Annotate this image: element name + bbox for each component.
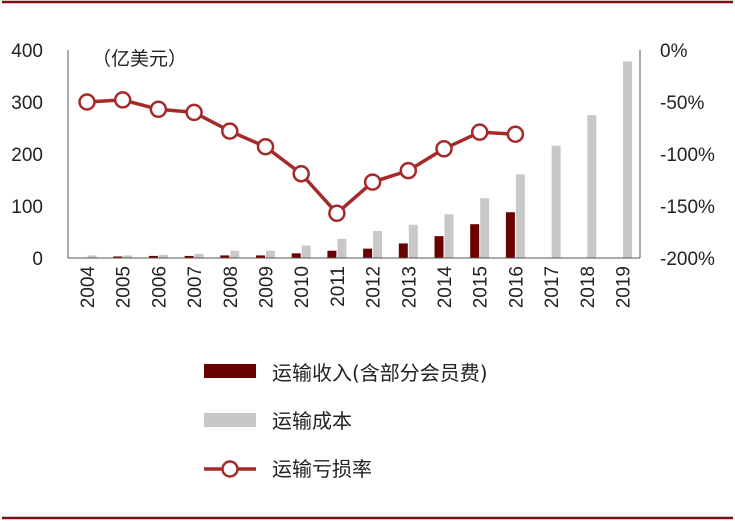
left-tick-label: 300 xyxy=(11,93,43,114)
cost-bar-2005 xyxy=(123,255,133,258)
legend-swatch-cost xyxy=(204,413,256,427)
revenue-bar-2015 xyxy=(470,224,480,258)
loss-rate-point-2012 xyxy=(363,173,382,191)
x-tick-label-2012: 2012 xyxy=(364,266,385,308)
cost-bar-2004 xyxy=(87,255,97,258)
cost-bar-2017 xyxy=(551,145,561,258)
cost-bar-2015 xyxy=(480,198,490,258)
revenue-bar-2005 xyxy=(113,256,123,258)
x-axis-ticks: 2004 2005 2006 2007 2008 2009 2010 2011 2012 2013… xyxy=(78,266,635,309)
x-tick-label-2010: 2010 xyxy=(292,266,313,308)
x-tick-label-2019: 2019 xyxy=(614,266,635,308)
loss-rate-point-2011 xyxy=(328,204,346,223)
cost-bar-2009 xyxy=(266,250,275,258)
cost-bar-2008 xyxy=(230,250,240,258)
loss-rate-line xyxy=(86,98,516,216)
revenue-bar-2009 xyxy=(256,255,265,258)
left-tick-label: 0 xyxy=(32,249,43,270)
legend-label-cost: 运输成本 xyxy=(272,409,352,433)
x-tick-label-2015: 2015 xyxy=(471,266,492,308)
revenue-bar-2011 xyxy=(327,250,337,258)
x-tick-label-2007: 2007 xyxy=(185,266,206,308)
x-tick-label-2005: 2005 xyxy=(114,266,135,308)
cost-bar-2011 xyxy=(337,238,347,258)
loss-rate-point-2006 xyxy=(149,100,168,119)
x-tick-label-2018: 2018 xyxy=(578,266,599,308)
x-tick-label-2014: 2014 xyxy=(435,266,456,309)
loss-rate-point-2004 xyxy=(78,93,96,111)
x-tick-label-2004: 2004 xyxy=(78,266,99,309)
x-tick-label-2006: 2006 xyxy=(149,266,170,308)
loss-rate-point-2007 xyxy=(185,103,203,122)
x-tick-label-2008: 2008 xyxy=(221,266,242,308)
bars-layer xyxy=(77,61,632,258)
revenue-bar-2008 xyxy=(220,255,230,258)
loss-rate-point-2014 xyxy=(435,140,453,158)
right-tick-label: -100% xyxy=(660,145,715,166)
loss-rate-point-2005 xyxy=(113,91,132,109)
loss-rate-point-2010 xyxy=(292,165,310,183)
left-tick-label: 100 xyxy=(11,197,43,218)
right-tick-label: -200% xyxy=(660,249,715,270)
revenue-bar-2016 xyxy=(505,212,515,258)
x-tick-label-2016: 2016 xyxy=(506,266,527,308)
revenue-bar-2006 xyxy=(148,255,158,258)
revenue-bar-2007 xyxy=(184,255,194,258)
x-tick-label-2013: 2013 xyxy=(399,266,420,308)
x-tick-label-2011: 2011 xyxy=(328,266,349,307)
loss-rate-point-2013 xyxy=(399,161,418,180)
cost-bar-2014 xyxy=(444,214,454,258)
right-axis-ticks: -200% -150% -100% -50% 0% xyxy=(660,41,715,270)
right-tick-label: -150% xyxy=(660,197,715,218)
revenue-bar-2014 xyxy=(434,236,444,258)
right-tick-label: 0% xyxy=(660,41,688,62)
cost-bar-2018 xyxy=(587,115,597,258)
legend-label-loss: 运输亏损率 xyxy=(272,457,372,481)
x-tick-label-2017: 2017 xyxy=(542,266,563,308)
legend-swatch-revenue xyxy=(204,364,256,378)
revenue-bar-2013 xyxy=(398,243,408,258)
loss-rate-point-2009 xyxy=(256,137,275,156)
x-tick-label-2009: 2009 xyxy=(257,266,278,308)
unit-label: （亿美元） xyxy=(92,48,187,70)
legend-label-revenue: 运输收入(含部分会员费) xyxy=(272,361,488,385)
right-tick-label: -50% xyxy=(660,93,704,114)
loss-rate-line-layer xyxy=(78,91,525,223)
revenue-bar-2012 xyxy=(363,248,373,258)
cost-bar-2010 xyxy=(301,245,311,258)
left-tick-label: 200 xyxy=(11,145,43,166)
cost-bar-2012 xyxy=(373,230,383,258)
cost-bar-2013 xyxy=(408,224,418,258)
loss-rate-point-2016 xyxy=(506,125,525,143)
cost-bar-2019 xyxy=(623,61,632,258)
legend-marker-loss xyxy=(221,460,239,478)
left-axis-ticks: 0 100 200 300 400 xyxy=(11,41,43,270)
cost-bar-2007 xyxy=(194,253,204,258)
revenue-bar-2010 xyxy=(291,253,301,258)
loss-rate-point-2015 xyxy=(470,123,489,141)
cost-bar-2006 xyxy=(158,254,168,258)
left-tick-label: 400 xyxy=(11,41,43,62)
cost-bar-2016 xyxy=(515,174,525,258)
loss-rate-point-2008 xyxy=(221,122,239,140)
